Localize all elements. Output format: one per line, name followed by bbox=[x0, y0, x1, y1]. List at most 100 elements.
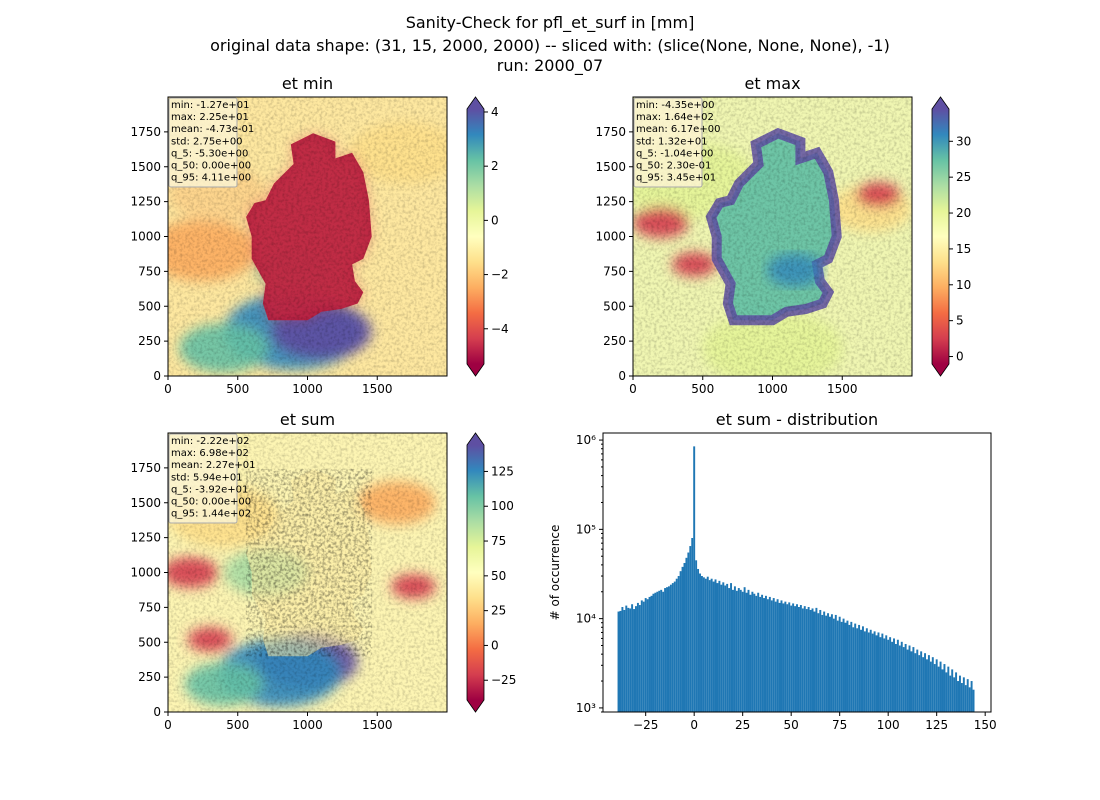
stats-box bbox=[168, 97, 238, 188]
figure-subtitle: original data shape: (31, 15, 2000, 2000… bbox=[210, 36, 890, 55]
colorbar-gradient bbox=[932, 109, 949, 364]
histogram-bar bbox=[642, 601, 645, 712]
stats-line: std: 5.94e+01 bbox=[171, 472, 243, 483]
y-tick-label: 1750 bbox=[130, 461, 161, 475]
histogram-bar bbox=[708, 580, 711, 712]
histogram-bar bbox=[702, 577, 705, 712]
x-tick-label: 0 bbox=[164, 718, 172, 732]
stats-line: q_95: 1.44e+02 bbox=[171, 509, 251, 520]
histogram-bar bbox=[646, 599, 649, 712]
histogram-bar bbox=[953, 677, 956, 712]
y-tick-label: 500 bbox=[138, 299, 161, 313]
histogram-bar bbox=[898, 645, 901, 712]
histogram-bar bbox=[621, 607, 624, 712]
histogram-bar bbox=[805, 609, 808, 712]
histogram-bar bbox=[720, 584, 723, 712]
histogram-bar bbox=[957, 681, 959, 712]
stats-line: min: -4.35e+00 bbox=[636, 100, 715, 111]
histogram-bar bbox=[619, 610, 622, 712]
histogram-bar bbox=[799, 605, 802, 712]
histogram-bar bbox=[927, 655, 930, 712]
stats-line: q_5: -1.04e+00 bbox=[636, 148, 713, 159]
histogram-bar bbox=[885, 635, 888, 712]
histogram-bar bbox=[910, 651, 913, 712]
histogram-bar bbox=[920, 651, 923, 712]
histogram-bar bbox=[689, 546, 692, 712]
histogram-bar bbox=[858, 624, 861, 712]
histogram-bar bbox=[743, 587, 746, 712]
colorbar-extend-bottom bbox=[932, 364, 949, 376]
colorbar-tick-label: 0 bbox=[491, 638, 499, 652]
colorbar-tick-label: 0 bbox=[956, 350, 964, 364]
histogram-bar bbox=[759, 596, 762, 712]
histogram-bar bbox=[753, 593, 756, 712]
x-tick-label: 0 bbox=[629, 382, 637, 396]
histogram-bar bbox=[939, 661, 942, 712]
histogram-bar bbox=[774, 601, 777, 712]
histogram-bar bbox=[704, 578, 707, 712]
stats-line: std: 1.32e+01 bbox=[636, 136, 708, 147]
x-tick-label: 100 bbox=[877, 718, 900, 732]
figure-run-label: run: 2000_07 bbox=[496, 56, 604, 75]
histogram-bar bbox=[784, 601, 787, 712]
histogram-bar bbox=[749, 594, 752, 712]
histogram-bar bbox=[788, 602, 791, 712]
histogram-bar bbox=[679, 571, 682, 712]
x-tick-label: 0 bbox=[164, 382, 172, 396]
x-tick-label: 500 bbox=[226, 382, 249, 396]
histogram-bar bbox=[654, 592, 657, 712]
histogram-bar bbox=[732, 589, 734, 712]
histogram-bar bbox=[631, 604, 634, 712]
stats-line: max: 1.64e+02 bbox=[636, 112, 714, 123]
histogram-bar bbox=[848, 624, 851, 712]
map-title: et min bbox=[282, 74, 333, 93]
histogram-bar bbox=[912, 647, 915, 712]
x-tick-label: 1500 bbox=[362, 382, 393, 396]
histogram-bar bbox=[902, 647, 905, 712]
histogram-bar bbox=[722, 582, 725, 712]
heatmap-image bbox=[168, 433, 447, 712]
histogram-bar bbox=[825, 615, 828, 712]
histogram-bar bbox=[815, 607, 818, 712]
stats-line: q_50: 2.30e-01 bbox=[636, 161, 711, 172]
histogram-bar bbox=[796, 604, 798, 712]
y-tick-label: 1500 bbox=[130, 160, 161, 174]
colorbar-tick-label: 10 bbox=[956, 278, 971, 292]
colorbar-outline bbox=[466, 96, 485, 377]
histogram-bar bbox=[887, 639, 890, 712]
x-tick-label: 0 bbox=[690, 718, 698, 732]
colorbar-tick-label: 100 bbox=[491, 499, 514, 513]
colorbar: 125 100 75 50 25 0 −25 bbox=[466, 432, 516, 713]
colorbar: 4 2 0 −2 −4 bbox=[466, 96, 509, 377]
colorbar-tick-label: 0 bbox=[491, 213, 499, 227]
histogram-bar bbox=[813, 611, 816, 712]
histogram-bar bbox=[733, 586, 736, 712]
histogram-bar bbox=[648, 596, 651, 712]
colorbar-tick-label: 20 bbox=[956, 206, 971, 220]
x-tick-label: 150 bbox=[974, 718, 997, 732]
histogram-bar bbox=[861, 626, 864, 712]
x-tick-label: 500 bbox=[226, 718, 249, 732]
figure-title: Sanity-Check for pfl_et_surf in [mm] bbox=[405, 13, 695, 32]
histogram-bar bbox=[766, 599, 769, 712]
histogram-bar bbox=[949, 675, 952, 712]
y-tick-label: 250 bbox=[603, 334, 626, 348]
stats-line: q_5: -3.92e+01 bbox=[171, 484, 248, 495]
histogram-bar bbox=[728, 588, 731, 712]
histogram-bar bbox=[627, 607, 630, 712]
colorbar-tick-label: 4 bbox=[491, 105, 499, 119]
histogram-bar bbox=[865, 628, 868, 712]
colorbar-tick-label: −25 bbox=[491, 673, 516, 687]
histogram-bar bbox=[755, 595, 758, 712]
histogram-bar bbox=[724, 585, 727, 712]
colorbar-tick-label: −2 bbox=[491, 268, 509, 282]
histogram-bar bbox=[667, 586, 670, 712]
histogram-bar bbox=[714, 579, 717, 712]
map-title: et sum bbox=[280, 410, 335, 429]
histogram-bar bbox=[739, 589, 742, 712]
y-tick-label: 0 bbox=[618, 369, 626, 383]
histogram-bar bbox=[891, 641, 894, 712]
histogram-bar bbox=[669, 584, 672, 712]
histogram-bar bbox=[918, 655, 921, 712]
